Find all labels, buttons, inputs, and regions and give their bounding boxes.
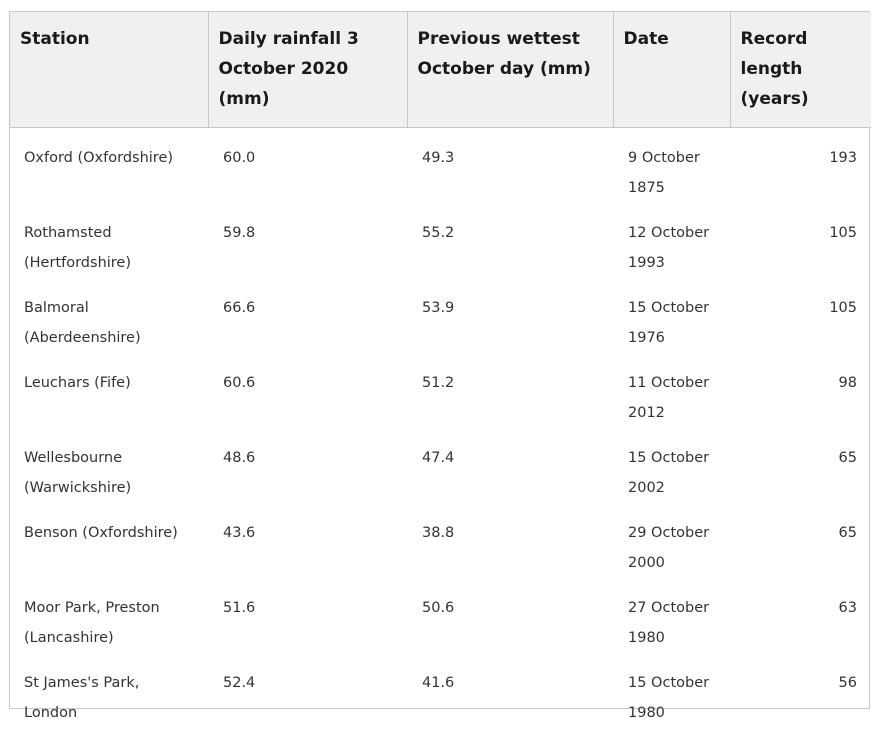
cell-station: St James's Park, London: [10, 668, 208, 743]
cell-record-length: 65: [730, 518, 871, 593]
header-date: Date: [613, 12, 730, 128]
cell-daily-rainfall: 48.6: [208, 443, 407, 518]
cell-station: Moor Park, Preston (Lancashire): [10, 593, 208, 668]
cell-station: Balmoral (Aberdeenshire): [10, 293, 208, 368]
cell-daily-rainfall: 51.6: [208, 593, 407, 668]
cell-previous-wettest: 51.2: [407, 368, 613, 443]
table-row: St James's Park, London 52.4 41.6 15 Oct…: [10, 668, 871, 743]
cell-daily-rainfall: 43.6: [208, 518, 407, 593]
table-row: Leuchars (Fife) 60.6 51.2 11 October 201…: [10, 368, 871, 443]
cell-previous-wettest: 41.6: [407, 668, 613, 743]
cell-daily-rainfall: 59.8: [208, 218, 407, 293]
cell-station: Rothamsted (Hertfordshire): [10, 218, 208, 293]
table-header: Station Daily rainfall 3 October 2020 (m…: [10, 12, 871, 128]
table-row: Oxford (Oxfordshire) 60.0 49.3 9 October…: [10, 128, 871, 219]
cell-previous-wettest: 38.8: [407, 518, 613, 593]
header-previous-wettest: Previous wettest October day (mm): [407, 12, 613, 128]
cell-date: 15 October 1980: [613, 668, 730, 743]
cell-station: Oxford (Oxfordshire): [10, 128, 208, 219]
cell-record-length: 65: [730, 443, 871, 518]
cell-date: 15 October 1976: [613, 293, 730, 368]
cell-record-length: 105: [730, 218, 871, 293]
cell-date: 27 October 1980: [613, 593, 730, 668]
cell-daily-rainfall: 66.6: [208, 293, 407, 368]
cell-station: Wellesbourne (Warwickshire): [10, 443, 208, 518]
table-body: Oxford (Oxfordshire) 60.0 49.3 9 October…: [10, 128, 871, 743]
table-row: Wellesbourne (Warwickshire) 48.6 47.4 15…: [10, 443, 871, 518]
table-row: Balmoral (Aberdeenshire) 66.6 53.9 15 Oc…: [10, 293, 871, 368]
cell-date: 29 October 2000: [613, 518, 730, 593]
cell-record-length: 63: [730, 593, 871, 668]
cell-date: 9 October 1875: [613, 128, 730, 219]
table-row: Moor Park, Preston (Lancashire) 51.6 50.…: [10, 593, 871, 668]
cell-record-length: 193: [730, 128, 871, 219]
header-daily-rainfall: Daily rainfall 3 October 2020 (mm): [208, 12, 407, 128]
header-station: Station: [10, 12, 208, 128]
cell-previous-wettest: 47.4: [407, 443, 613, 518]
cell-record-length: 98: [730, 368, 871, 443]
cell-previous-wettest: 50.6: [407, 593, 613, 668]
cell-station: Leuchars (Fife): [10, 368, 208, 443]
cell-station: Benson (Oxfordshire): [10, 518, 208, 593]
cell-daily-rainfall: 60.6: [208, 368, 407, 443]
rainfall-records-table-container: Station Daily rainfall 3 October 2020 (m…: [9, 11, 870, 709]
header-record-length: Record length (years): [730, 12, 871, 128]
table-row: Rothamsted (Hertfordshire) 59.8 55.2 12 …: [10, 218, 871, 293]
cell-record-length: 56: [730, 668, 871, 743]
table-row: Benson (Oxfordshire) 43.6 38.8 29 Octobe…: [10, 518, 871, 593]
cell-daily-rainfall: 52.4: [208, 668, 407, 743]
cell-previous-wettest: 49.3: [407, 128, 613, 219]
cell-date: 12 October 1993: [613, 218, 730, 293]
cell-daily-rainfall: 60.0: [208, 128, 407, 219]
cell-previous-wettest: 53.9: [407, 293, 613, 368]
header-row: Station Daily rainfall 3 October 2020 (m…: [10, 12, 871, 128]
cell-record-length: 105: [730, 293, 871, 368]
rainfall-records-table: Station Daily rainfall 3 October 2020 (m…: [10, 12, 871, 743]
cell-previous-wettest: 55.2: [407, 218, 613, 293]
cell-date: 15 October 2002: [613, 443, 730, 518]
cell-date: 11 October 2012: [613, 368, 730, 443]
